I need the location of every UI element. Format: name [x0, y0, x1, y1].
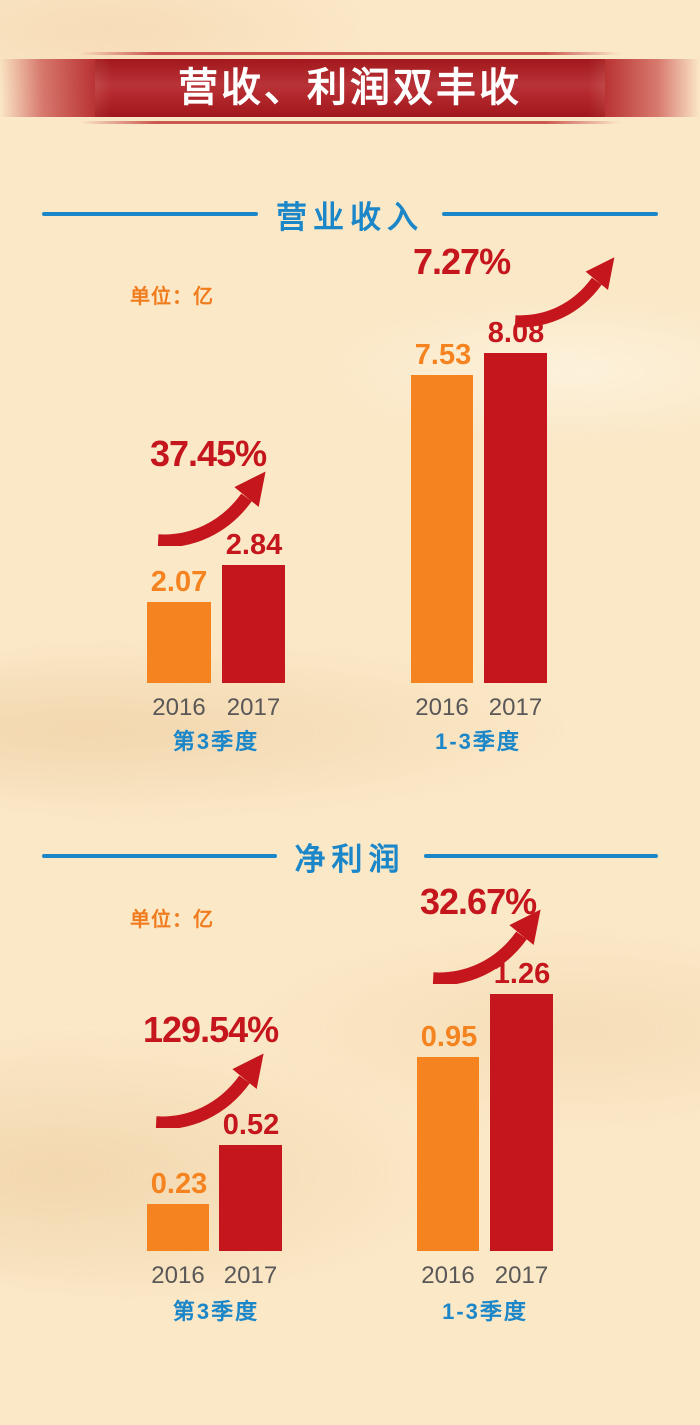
bar-value: 8.08: [487, 317, 545, 349]
period-label: 1-3季度: [435, 729, 521, 754]
page-title: 营收、利润双丰收: [178, 66, 522, 110]
year-label: 2016: [151, 1262, 205, 1289]
title-banner: 营收、利润双丰收: [0, 52, 700, 124]
year-label: 2017: [494, 1262, 549, 1289]
banner-ribbon: [0, 59, 700, 117]
bar-value: 0.23: [150, 1168, 208, 1200]
period-label: 第3季度: [172, 729, 260, 754]
header-line-right: [442, 212, 658, 216]
bar-2017: [222, 565, 285, 683]
year-label: 2017: [488, 694, 543, 721]
year-label: 2016: [415, 694, 469, 721]
growth-label: 37.45%: [150, 433, 267, 474]
bar-2016: [417, 1057, 479, 1251]
banner-streak-bottom: [80, 121, 620, 124]
bar-value: 7.53: [414, 339, 472, 371]
chart-profit: 129.54% 0.23 0.52 2016 2017 第3季度 32.67% …: [0, 880, 700, 1380]
bar-value: 1.26: [493, 958, 551, 990]
growth-label: 7.27%: [413, 241, 511, 282]
growth-arrow-icon: [155, 1053, 264, 1128]
bar-2017: [484, 353, 547, 683]
growth-arrow-icon: [157, 471, 266, 546]
banner-streak-top: [80, 52, 620, 55]
header-line-right: [423, 854, 658, 858]
bar-2017: [219, 1145, 282, 1251]
growth-label: 32.67%: [420, 881, 537, 922]
bar-2016: [411, 375, 473, 683]
bar-value: 2.84: [225, 529, 283, 561]
bar-value: 0.95: [420, 1021, 478, 1053]
bar-2017: [490, 994, 553, 1251]
bar-2016: [147, 1204, 209, 1251]
period-label: 1-3季度: [442, 1299, 528, 1324]
period-label: 第3季度: [172, 1299, 260, 1324]
bar-value: 2.07: [150, 566, 208, 598]
header-line-left: [42, 854, 277, 858]
year-label: 2017: [223, 1262, 278, 1289]
section-header-profit: 净利润: [0, 834, 700, 878]
bar-2016: [147, 602, 211, 683]
section-title-revenue: 营业收入: [276, 199, 424, 235]
growth-arrow-icon: [514, 257, 615, 328]
bar-value: 0.52: [222, 1109, 280, 1141]
chart-revenue: 37.45% 2.07 2.84 2016 2017 第3季度 7.27% 7.…: [0, 240, 700, 780]
growth-label: 129.54%: [143, 1009, 279, 1050]
year-label: 2017: [226, 694, 281, 721]
section-title-profit: 净利润: [294, 841, 406, 877]
unit-label-revenue: 单位：亿: [130, 286, 214, 308]
unit-label-profit: 单位：亿: [130, 909, 214, 931]
header-line-left: [42, 212, 258, 216]
year-label: 2016: [421, 1262, 475, 1289]
year-label: 2016: [152, 694, 206, 721]
growth-arrow-icon: [432, 909, 541, 984]
section-header-revenue: 营业收入: [0, 192, 700, 236]
